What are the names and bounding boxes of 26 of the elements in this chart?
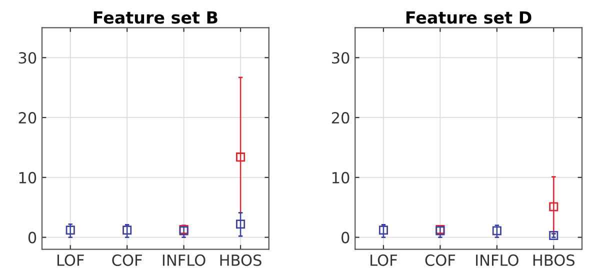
x-tick-label: LOF [370, 254, 397, 266]
y-tick-label: 20 [18, 112, 36, 124]
point [549, 202, 558, 212]
x-tick-label: HBOS [220, 254, 262, 266]
point [549, 231, 558, 240]
point [66, 226, 75, 235]
x-tick-label: COF [425, 254, 456, 266]
x-tick-label: INFLO [162, 254, 206, 266]
point [378, 226, 388, 235]
y-tick-label: 30 [332, 52, 350, 64]
y-tick-label: 0 [28, 232, 36, 244]
point [122, 226, 132, 235]
point [492, 226, 502, 236]
x-tick-label: COF [112, 254, 142, 266]
x-tick-label: LOF [57, 254, 84, 266]
y-tick-label: 0 [342, 232, 350, 244]
x-tick-label: INFLO [476, 254, 518, 266]
point [236, 152, 246, 162]
chart-title: Feature set B [94, 11, 218, 24]
y-tick-label: 10 [332, 172, 350, 184]
x-tick-label: HBOS [533, 254, 574, 266]
point [236, 220, 246, 229]
chart-title: Feature set D [406, 11, 532, 24]
y-tick-label: 30 [18, 52, 36, 64]
y-tick-label: 20 [332, 112, 350, 124]
y-tick-label: 10 [19, 172, 36, 184]
